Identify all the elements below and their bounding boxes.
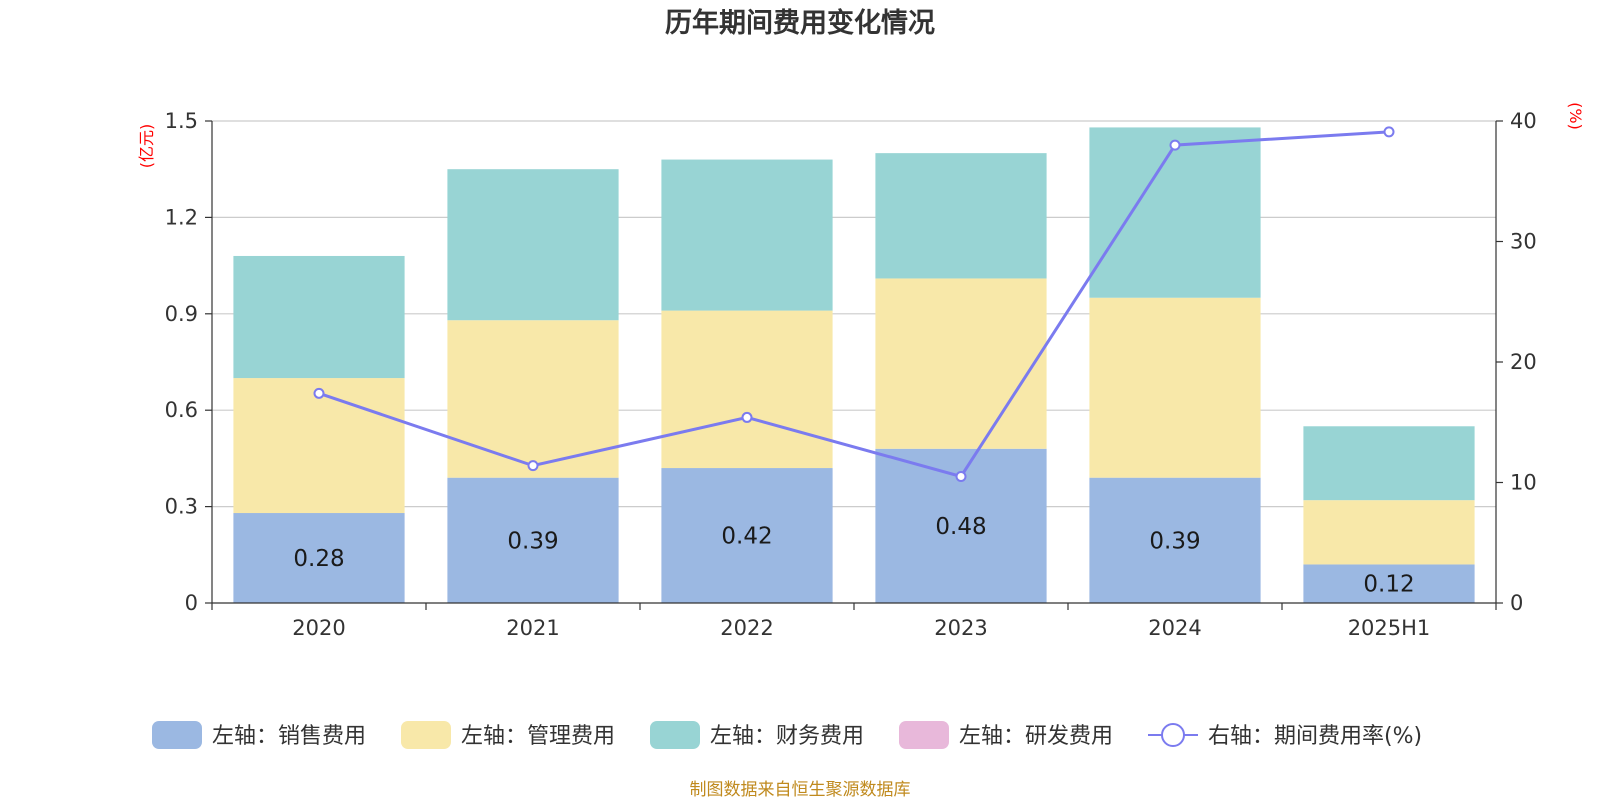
x-axis-tick-label: 2024 (1148, 616, 1201, 640)
left-axis-tick-label: 1.2 (165, 205, 198, 229)
bar-segment-0-2024 (1089, 477, 1261, 603)
legend-swatch (899, 721, 949, 749)
bars: 0.28 0.39 0.42 0.48 0.39 0.12 (233, 127, 1475, 603)
bar-segment-0-2020 (233, 513, 405, 603)
axes: 0 0.3 0.6 0.9 1.2 1.5 0 10 20 30 40 2020 2021 2022 202… (165, 109, 1537, 640)
left-axis-unit: (亿元) (137, 124, 156, 169)
legend-label: 右轴：期间费用率(%) (1208, 724, 1422, 749)
bar-segment-1-2022 (661, 310, 833, 469)
legend-label: 左轴：研发费用 (959, 724, 1113, 749)
grid-lines (212, 120, 1496, 508)
left-axis-tick-label: 1.5 (165, 109, 198, 133)
legend-swatch (401, 721, 451, 749)
left-axis-tick-label: 0.6 (165, 398, 198, 422)
right-axis-tick-label: 30 (1510, 230, 1537, 254)
bar-data-label: 0.42 (721, 524, 772, 550)
legend-line-marker (1161, 723, 1185, 747)
bar-segment-0-2021 (447, 477, 619, 603)
bar-segment-2-2025H1 (1303, 426, 1475, 501)
bar-data-label: 0.12 (1363, 572, 1414, 598)
x-axis-tick-label: 2021 (506, 616, 559, 640)
right-axis-tick-label: 10 (1510, 471, 1537, 495)
bar-segment-1-2023 (875, 278, 1047, 449)
legend-label: 左轴：财务费用 (710, 724, 864, 749)
bar-segment-2-2020 (233, 255, 405, 379)
x-axis-tick-label: 2025H1 (1348, 616, 1431, 640)
rate-line-point (741, 411, 753, 423)
x-axis-tick-label: 2020 (292, 616, 345, 640)
legend: 左轴：销售费用 左轴：管理费用 左轴：财务费用 左轴：研发费用 右轴：期间费用率(%) (152, 721, 1422, 749)
rate-line-point (955, 470, 967, 482)
bar-segment-1-2024 (1089, 297, 1261, 478)
rate-line-path (318, 130, 1390, 479)
bar-data-label: 0.48 (935, 514, 986, 540)
left-axis-tick-label: 0.3 (165, 495, 198, 519)
rate-line-point (313, 387, 325, 399)
legend-swatch (152, 721, 202, 749)
bar-segment-1-2020 (233, 378, 405, 514)
x-axis-tick-label: 2022 (720, 616, 773, 640)
right-axis-unit: (%) (1566, 102, 1585, 130)
legend-label: 左轴：销售费用 (212, 724, 366, 749)
data-source: 制图数据来自恒生聚源数据库 (690, 780, 911, 800)
left-axis-tick-label: 0.9 (165, 302, 198, 326)
rate-line-point (1169, 139, 1181, 151)
legend-label: 左轴：管理费用 (461, 724, 615, 749)
bar-data-label: 0.39 (1149, 528, 1200, 554)
rate-line-point (527, 460, 539, 472)
right-axis-tick-label: 20 (1510, 350, 1537, 374)
rate-line-point (1383, 126, 1395, 138)
right-axis-tick-label: 0 (1510, 591, 1523, 615)
bar-segment-2-2024 (1089, 127, 1261, 298)
bar-segment-2-2021 (447, 169, 619, 321)
rate-line (313, 126, 1395, 482)
bar-segment-2-2023 (875, 153, 1047, 279)
bar-segment-0-2025H1 (1303, 564, 1475, 603)
legend-swatch (650, 721, 700, 749)
bar-segment-1-2021 (447, 320, 619, 478)
x-axis-tick-label: 2023 (934, 616, 987, 640)
left-axis-tick-label: 0 (185, 591, 198, 615)
bar-data-label: 0.39 (507, 528, 558, 554)
right-axis-tick-label: 40 (1510, 109, 1537, 133)
bar-segment-1-2025H1 (1303, 500, 1475, 565)
bar-segment-0-2022 (661, 468, 833, 603)
bar-data-label: 0.28 (293, 546, 344, 572)
bar-segment-2-2022 (661, 159, 833, 311)
chart-title: 历年期间费用变化情况 (665, 7, 935, 39)
